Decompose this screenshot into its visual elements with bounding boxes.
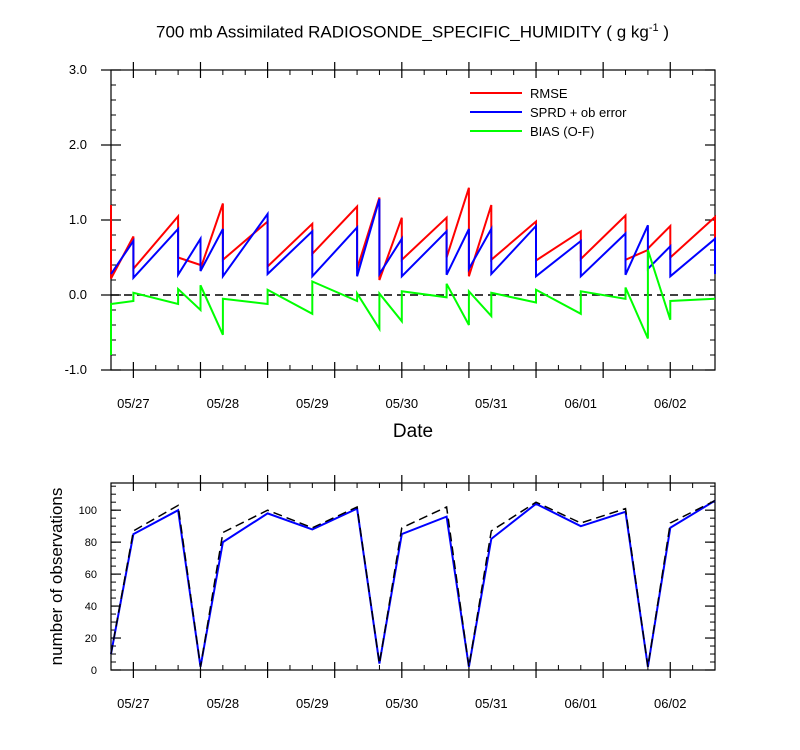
bottom-y-tick-label: 60 — [85, 569, 97, 581]
bottom-x-tick-label: 05/30 — [386, 696, 419, 711]
bottom-x-tick-label: 06/01 — [565, 696, 598, 711]
bottom-y-tick-label: 20 — [85, 633, 97, 645]
bottom-y-tick-label: 80 — [85, 537, 97, 549]
top-y-tick-label: 2.0 — [69, 137, 87, 152]
bottom-x-tick-label: 06/02 — [654, 696, 687, 711]
bottom-x-tick-label: 05/29 — [296, 696, 329, 711]
top-y-tick-label: 0.0 — [69, 287, 87, 302]
top-x-tick-label: 06/02 — [654, 396, 687, 411]
bottom-y-tick-label: 100 — [79, 505, 97, 517]
legend-label: BIAS (O-F) — [530, 124, 594, 139]
bottom-y-axis-title: number of observations — [47, 488, 66, 666]
top-x-tick-label: 06/01 — [565, 396, 598, 411]
top-series-sprd-ob-error — [110, 198, 716, 281]
bottom-plot-frame — [110, 482, 716, 671]
bottom-series-assimilated-observations — [110, 499, 716, 667]
legend-label: RMSE — [530, 86, 568, 101]
top-y-tick-label: 1.0 — [69, 212, 87, 227]
top-x-tick-label: 05/30 — [386, 396, 419, 411]
bottom-y-tick-label: 40 — [85, 601, 97, 613]
top-x-tick-label: 05/31 — [475, 396, 508, 411]
bottom-x-tick-label: 05/27 — [117, 696, 150, 711]
bottom-series-total-observations — [110, 499, 716, 667]
legend-label: SPRD + ob error — [530, 105, 627, 120]
chart-title-text: 700 mb Assimilated RADIOSONDE_SPECIFIC_H… — [156, 22, 649, 42]
top-series-bias-o-f — [110, 249, 716, 355]
bottom-x-tick-label: 05/31 — [475, 696, 508, 711]
top-x-tick-label: 05/28 — [207, 396, 240, 411]
bottom-x-tick-label: 05/28 — [207, 696, 240, 711]
chart-title-suffix: ) — [658, 22, 669, 42]
top-y-tick-label: 3.0 — [69, 62, 87, 77]
top-x-axis-title: Date — [393, 421, 433, 442]
top-y-tick-label: -1.0 — [65, 362, 87, 377]
top-x-tick-label: 05/27 — [117, 396, 150, 411]
top-x-tick-label: 05/29 — [296, 396, 329, 411]
chart-title: 700 mb Assimilated RADIOSONDE_SPECIFIC_H… — [0, 22, 800, 43]
chart-title-superscript: -1 — [648, 22, 659, 34]
bottom-y-tick-label: 0 — [91, 665, 97, 677]
